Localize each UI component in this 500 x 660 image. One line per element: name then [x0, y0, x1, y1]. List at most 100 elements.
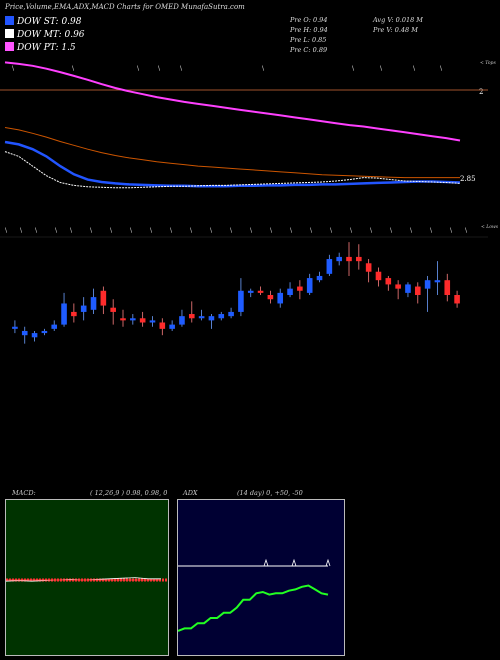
candle-body-23	[238, 290, 244, 312]
candle-body-8	[90, 297, 97, 310]
top-marker-6: \	[352, 65, 355, 72]
adx-spike-1	[291, 558, 297, 567]
candle-body-22	[228, 311, 234, 317]
candle-body-28	[287, 288, 293, 295]
low-marker-22: \	[430, 227, 433, 234]
ema-line-1	[4, 127, 460, 179]
top-marker-2: \	[137, 65, 140, 72]
ohlc-volume: Pre V: 0.48 M	[373, 26, 418, 34]
macd-title-left: MACD:	[12, 489, 36, 497]
top-marker-0: \	[12, 65, 15, 72]
candle-body-2	[31, 333, 38, 338]
candle-body-40	[405, 284, 411, 293]
low-marker-16: \	[310, 227, 313, 234]
candle-body-20	[208, 316, 215, 321]
candle-body-38	[385, 278, 392, 285]
tops-marker-label: < Tops	[480, 61, 496, 66]
low-marker-21: \	[410, 227, 413, 234]
low-marker-18: \	[350, 227, 353, 234]
legend-dow-st: DOW ST: 0.98	[5, 16, 82, 27]
low-marker-1: \	[20, 227, 23, 234]
candle-body-26	[267, 295, 274, 300]
low-marker-7: \	[130, 227, 133, 234]
candle-body-9	[100, 290, 107, 306]
adx-chart	[178, 558, 331, 632]
candle-body-3	[41, 330, 48, 334]
price-chart: \ \ \ \ \ \ \ \ \ \ \ \ \ \ \ \ \ \ \ \ \ \ \ \ \ \ \ \ \ \ \ \ \ \ \	[0, 61, 488, 344]
lows-marker-label: < Lows	[481, 225, 499, 230]
top-marker-1: \	[72, 65, 75, 72]
ohlc-open: Pre O: 0.94	[290, 16, 328, 24]
low-marker-4: \	[70, 227, 73, 234]
top-marker-9: \	[440, 65, 443, 72]
candle-body-39	[395, 284, 401, 289]
candle-body-10	[110, 307, 116, 312]
candle-body-14	[149, 320, 156, 323]
ohlc-close: Pre C: 0.89	[290, 46, 328, 54]
ohlc-avg-volume: Avg V: 0.018 M	[373, 16, 423, 24]
legend-swatch-mt	[5, 29, 14, 38]
low-marker-15: \	[290, 227, 293, 234]
legend-label-mt: DOW MT: 0.96	[17, 30, 85, 40]
chart-title: Price,Volume,EMA,ADX,MACD Charts for OME…	[5, 3, 245, 11]
candle-body-6	[71, 311, 77, 317]
price-axis-label-upper: 2	[479, 88, 484, 96]
low-marker-2: \	[35, 227, 38, 234]
candle-body-42	[424, 280, 431, 289]
ema-line-0	[4, 61, 461, 142]
ohlc-low: Pre L: 0.85	[290, 36, 327, 44]
low-marker-0: \	[5, 227, 8, 234]
adx-panel	[177, 499, 345, 656]
top-marker-3: \	[158, 65, 161, 72]
adx-spike-2	[325, 558, 331, 567]
macd-hist-bar-52	[162, 578, 164, 582]
low-marker-23: \	[450, 227, 453, 234]
adx-title-right: (14 day) 0, +50, -50	[237, 489, 303, 497]
candle-body-24	[247, 290, 254, 293]
price-axis-label-lower: 2.85	[460, 175, 476, 183]
low-marker-6: \	[110, 227, 113, 234]
top-marker-7: \	[380, 65, 383, 72]
legend-dow-mt: DOW MT: 0.96	[5, 29, 85, 40]
low-marker-12: \	[230, 227, 233, 234]
low-marker-14: \	[270, 227, 273, 234]
low-marker-17: \	[330, 227, 333, 234]
candle-body-12	[130, 318, 136, 321]
top-marker-4: \	[180, 65, 183, 72]
low-marker-24: \	[465, 227, 468, 234]
candle-body-37	[375, 271, 382, 281]
adx-spike-0	[263, 558, 269, 567]
low-marker-10: \	[190, 227, 193, 234]
candle-body-27	[277, 292, 284, 304]
macd-chart	[6, 577, 167, 582]
adx-title-left: ADX	[183, 489, 198, 497]
low-marker-20: \	[390, 227, 393, 234]
candle-body-30	[306, 278, 313, 293]
low-marker-3: \	[55, 227, 58, 234]
candle-body-33	[336, 256, 342, 262]
candle-body-31	[316, 275, 323, 281]
macd-panel	[5, 499, 169, 656]
candle-body-7	[80, 305, 87, 312]
low-marker-5: \	[90, 227, 93, 234]
low-marker-11: \	[210, 227, 213, 234]
macd-title-right: ( 12,26,9 ) 0.98, 0.98, 0	[90, 489, 168, 497]
legend-label-pt: DOW PT: 1.5	[17, 43, 76, 53]
candle-body-13	[139, 318, 146, 323]
candle-body-25	[257, 290, 264, 293]
candle-body-29	[297, 286, 303, 291]
candle-body-11	[120, 318, 126, 321]
top-marker-8: \	[413, 65, 416, 72]
candle-body-15	[159, 322, 166, 329]
candle-body-44	[444, 280, 451, 295]
ema-line-2	[4, 140, 461, 188]
low-marker-19: \	[370, 227, 373, 234]
candle-body-21	[218, 314, 225, 319]
macd-hist-bar-53	[165, 578, 167, 582]
candle-body-45	[454, 295, 460, 304]
legend-swatch-pt	[5, 42, 14, 51]
legend-label-st: DOW ST: 0.98	[17, 17, 82, 27]
legend-dow-pt: DOW PT: 1.5	[5, 42, 76, 53]
low-marker-9: \	[170, 227, 173, 234]
candle-body-43	[434, 280, 441, 283]
